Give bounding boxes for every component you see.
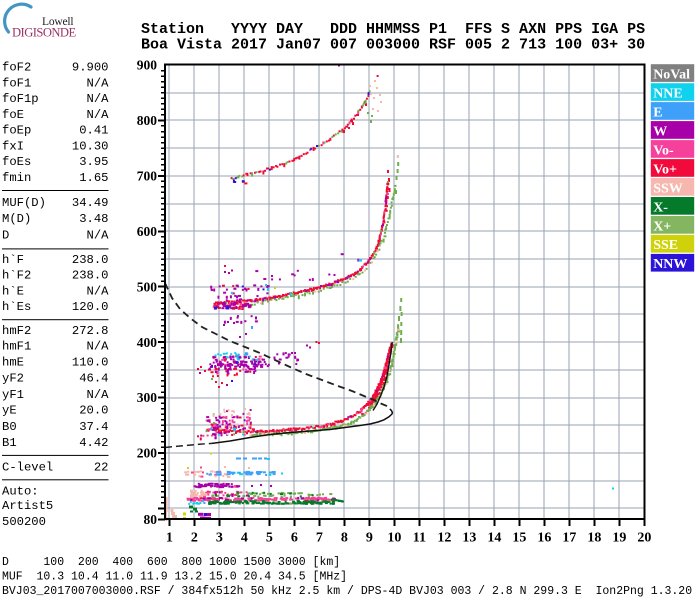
svg-text:238.0: 238.0 bbox=[72, 253, 109, 267]
svg-text:11: 11 bbox=[413, 531, 426, 546]
svg-text:W: W bbox=[653, 124, 667, 139]
svg-text:foEp: foEp bbox=[2, 124, 31, 138]
svg-text:17: 17 bbox=[562, 531, 576, 546]
svg-text:Lowell: Lowell bbox=[42, 16, 73, 28]
svg-text:14: 14 bbox=[487, 531, 501, 546]
svg-text:400: 400 bbox=[137, 335, 158, 350]
svg-text:15: 15 bbox=[512, 531, 526, 546]
svg-text:110.0: 110.0 bbox=[72, 355, 109, 369]
svg-text:E: E bbox=[653, 105, 662, 120]
svg-text:X+: X+ bbox=[653, 219, 671, 234]
svg-text:N/A: N/A bbox=[87, 108, 110, 122]
svg-text:3.95: 3.95 bbox=[79, 155, 108, 169]
svg-text:5: 5 bbox=[266, 531, 273, 546]
svg-text:B1: B1 bbox=[2, 436, 17, 450]
svg-text:46.4: 46.4 bbox=[79, 372, 108, 386]
svg-text:7: 7 bbox=[316, 531, 323, 546]
svg-text:Artist5: Artist5 bbox=[2, 499, 53, 513]
svg-text:fxI: fxI bbox=[2, 139, 24, 153]
svg-text:SSE: SSE bbox=[653, 238, 678, 253]
svg-text:hmF2: hmF2 bbox=[2, 324, 31, 338]
svg-text:hmF1: hmF1 bbox=[2, 340, 31, 354]
svg-text:C-level: C-level bbox=[2, 461, 53, 475]
svg-text:foF1: foF1 bbox=[2, 76, 31, 90]
svg-text:N/A: N/A bbox=[87, 76, 110, 90]
svg-text:120.0: 120.0 bbox=[72, 300, 109, 314]
svg-text:22: 22 bbox=[94, 461, 109, 475]
svg-text:34.49: 34.49 bbox=[72, 196, 109, 210]
svg-text:1.65: 1.65 bbox=[79, 171, 108, 185]
svg-text:1: 1 bbox=[166, 531, 173, 546]
svg-text:foF2: foF2 bbox=[2, 61, 31, 75]
svg-text:2: 2 bbox=[191, 531, 198, 546]
svg-text:foF1p: foF1p bbox=[2, 92, 39, 106]
svg-text:37.4: 37.4 bbox=[79, 420, 108, 434]
svg-text:SSW: SSW bbox=[653, 181, 683, 196]
svg-text:h`E: h`E bbox=[2, 284, 24, 298]
svg-text:800: 800 bbox=[137, 113, 158, 128]
svg-text:h`Es: h`Es bbox=[2, 300, 31, 314]
svg-text:0.41: 0.41 bbox=[79, 124, 108, 138]
svg-text:4: 4 bbox=[241, 531, 248, 546]
svg-text:Boa Vista 2017 Jan07 007 00300: Boa Vista 2017 Jan07 007 003000 RSF 005 … bbox=[141, 37, 645, 54]
svg-text:NoVal: NoVal bbox=[653, 68, 690, 83]
svg-text:8: 8 bbox=[341, 531, 348, 546]
svg-text:X-: X- bbox=[653, 200, 668, 215]
svg-text:h`F: h`F bbox=[2, 253, 24, 267]
svg-text:N/A: N/A bbox=[87, 388, 110, 402]
svg-text:700: 700 bbox=[137, 169, 158, 184]
svg-text:20: 20 bbox=[637, 531, 651, 546]
svg-text:NNE: NNE bbox=[653, 87, 683, 102]
svg-text:MUF(D): MUF(D) bbox=[2, 196, 46, 210]
svg-text:fmin: fmin bbox=[2, 171, 31, 185]
svg-text:yE: yE bbox=[2, 403, 17, 417]
svg-text:10: 10 bbox=[387, 531, 401, 546]
svg-text:M(D): M(D) bbox=[2, 212, 31, 226]
svg-text:3: 3 bbox=[216, 531, 223, 546]
svg-text:Station YYYY DAY DDD HHMMS: Station YYYY DAY DDD HHMMSS P1 FFS S AXN… bbox=[141, 21, 645, 38]
svg-text:MUF 10.3 10.4 11.0 11.9 13.2: MUF 10.3 10.4 11.0 11.9 13.2 15.0 20.4 3… bbox=[2, 571, 347, 584]
svg-text:9.900: 9.900 bbox=[72, 61, 109, 75]
svg-text:10.30: 10.30 bbox=[72, 139, 109, 153]
svg-text:DIGISONDE: DIGISONDE bbox=[12, 26, 76, 40]
svg-text:yF1: yF1 bbox=[2, 388, 24, 402]
svg-text:N/A: N/A bbox=[87, 284, 110, 298]
svg-text:hmE: hmE bbox=[2, 355, 24, 369]
svg-text:600: 600 bbox=[137, 224, 158, 239]
svg-text:16: 16 bbox=[537, 531, 551, 546]
svg-text:foE: foE bbox=[2, 108, 24, 122]
svg-text:500200: 500200 bbox=[2, 515, 46, 529]
svg-text:900: 900 bbox=[137, 58, 158, 73]
svg-text:12: 12 bbox=[437, 531, 451, 546]
svg-text:200: 200 bbox=[137, 446, 158, 461]
svg-text:yF2: yF2 bbox=[2, 372, 24, 386]
svg-text:3.48: 3.48 bbox=[79, 212, 108, 226]
svg-text:NNW: NNW bbox=[653, 257, 687, 272]
svg-text:6: 6 bbox=[291, 531, 298, 546]
svg-text:Auto:: Auto: bbox=[2, 485, 39, 499]
svg-text:18: 18 bbox=[587, 531, 601, 546]
svg-text:Vo-: Vo- bbox=[653, 143, 674, 158]
svg-text:80: 80 bbox=[144, 512, 158, 527]
svg-text:238.0: 238.0 bbox=[72, 269, 109, 283]
svg-text:D 100 200 400 600 800: D 100 200 400 600 800 1000 1500 3000 [km… bbox=[2, 556, 340, 569]
svg-text:D: D bbox=[2, 229, 9, 243]
svg-text:BVJ03_2017007003000.RSF / 384f: BVJ03_2017007003000.RSF / 384fx512h 50 k… bbox=[2, 585, 692, 598]
svg-text:h`F2: h`F2 bbox=[2, 269, 31, 283]
svg-text:300: 300 bbox=[137, 390, 158, 405]
svg-text:N/A: N/A bbox=[87, 92, 110, 106]
svg-text:9: 9 bbox=[366, 531, 373, 546]
svg-text:272.8: 272.8 bbox=[72, 324, 109, 338]
svg-text:20.0: 20.0 bbox=[79, 403, 108, 417]
svg-text:Vo+: Vo+ bbox=[653, 162, 677, 177]
svg-text:N/A: N/A bbox=[87, 229, 110, 243]
svg-text:foEs: foEs bbox=[2, 155, 31, 169]
svg-text:N/A: N/A bbox=[87, 340, 110, 354]
svg-text:500: 500 bbox=[137, 279, 158, 294]
svg-text:B0: B0 bbox=[2, 420, 17, 434]
svg-text:13: 13 bbox=[462, 531, 476, 546]
svg-text:19: 19 bbox=[612, 531, 626, 546]
svg-text:4.42: 4.42 bbox=[79, 436, 108, 450]
